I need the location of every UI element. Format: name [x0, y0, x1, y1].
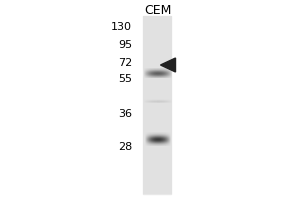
- Text: 130: 130: [111, 22, 132, 32]
- Bar: [142, 16, 171, 194]
- Text: 72: 72: [118, 58, 132, 68]
- Text: 36: 36: [118, 109, 132, 119]
- Text: CEM: CEM: [144, 3, 171, 17]
- Text: 28: 28: [118, 142, 132, 152]
- Text: 95: 95: [118, 40, 132, 50]
- Polygon shape: [160, 58, 175, 72]
- Text: 55: 55: [118, 74, 132, 84]
